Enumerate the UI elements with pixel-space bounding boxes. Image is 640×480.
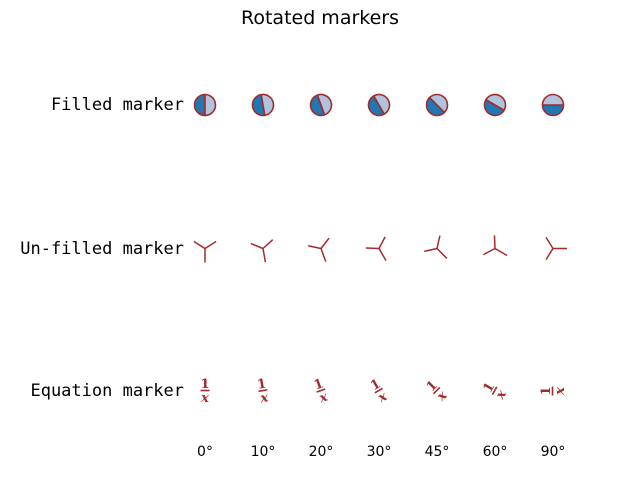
filled-marker-30deg	[367, 93, 391, 117]
equation-denominator: x	[200, 391, 209, 406]
chart-title: Rotated markers	[241, 7, 399, 29]
x-tick-0deg: 0°	[197, 444, 213, 460]
filled-marker-45deg	[425, 93, 449, 117]
unfilled-marker-0deg	[193, 240, 217, 263]
unfilled-marker-30deg	[365, 236, 387, 261]
unfilled-marker-90deg	[545, 236, 567, 261]
row-label-equation-marker: Equation marker	[30, 381, 184, 401]
equation-numerator: 1	[200, 377, 209, 392]
x-tick-45deg: 45°	[424, 444, 450, 460]
filled-marker-60deg	[483, 93, 507, 117]
unfilled-marker-45deg	[424, 235, 448, 259]
equation-denominator: x	[553, 387, 568, 396]
filled-marker-0deg	[193, 93, 217, 117]
equation-marker-10deg: 1x	[256, 376, 270, 406]
unfilled-marker-10deg	[250, 239, 274, 263]
equation-marker-20deg: 1x	[312, 376, 330, 407]
x-tick-90deg: 90°	[540, 444, 566, 460]
equation-numerator: 1	[539, 386, 554, 395]
equation-marker-30deg: 1x	[368, 377, 390, 407]
filled-marker-90deg	[541, 93, 565, 117]
filled-marker-20deg	[309, 93, 333, 117]
equation-denominator: x	[316, 390, 330, 407]
equation-marker-45deg: 1x	[424, 378, 451, 405]
x-tick-10deg: 10°	[250, 444, 276, 460]
equation-denominator: x	[493, 387, 510, 402]
filled-marker-10deg	[251, 93, 275, 117]
x-tick-60deg: 60°	[482, 444, 508, 460]
unfilled-marker-20deg	[308, 237, 330, 262]
equation-marker-60deg: 1x	[481, 380, 510, 403]
equation-marker-0deg: 1x	[200, 377, 209, 406]
equation-numerator: 1	[256, 376, 268, 392]
unfilled-marker-60deg	[483, 235, 508, 257]
row-label-unfilled-marker: Un-filled marker	[20, 239, 184, 259]
equation-denominator: x	[375, 389, 390, 406]
equation-denominator: x	[258, 390, 269, 406]
row-label-filled-marker: Filled marker	[50, 95, 184, 115]
x-tick-30deg: 30°	[366, 444, 392, 460]
equation-denominator: x	[434, 388, 451, 405]
x-tick-20deg: 20°	[308, 444, 334, 460]
